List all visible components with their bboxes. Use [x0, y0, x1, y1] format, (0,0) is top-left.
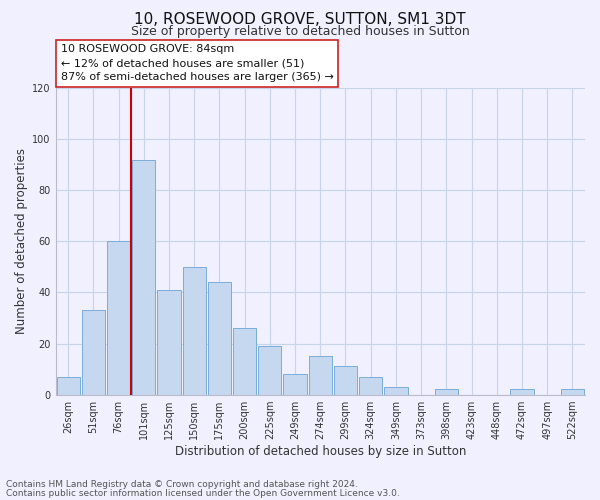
Bar — [359, 376, 382, 394]
Text: Contains HM Land Registry data © Crown copyright and database right 2024.: Contains HM Land Registry data © Crown c… — [6, 480, 358, 489]
Bar — [233, 328, 256, 394]
Bar — [385, 387, 407, 394]
Text: Size of property relative to detached houses in Sutton: Size of property relative to detached ho… — [131, 25, 469, 38]
Bar — [258, 346, 281, 395]
Bar — [334, 366, 357, 394]
Y-axis label: Number of detached properties: Number of detached properties — [15, 148, 28, 334]
Text: 10 ROSEWOOD GROVE: 84sqm
← 12% of detached houses are smaller (51)
87% of semi-d: 10 ROSEWOOD GROVE: 84sqm ← 12% of detach… — [61, 44, 334, 82]
Bar — [435, 390, 458, 394]
Bar — [132, 160, 155, 394]
Bar — [208, 282, 231, 395]
Bar — [182, 267, 206, 394]
Text: Contains public sector information licensed under the Open Government Licence v3: Contains public sector information licen… — [6, 488, 400, 498]
Text: 10, ROSEWOOD GROVE, SUTTON, SM1 3DT: 10, ROSEWOOD GROVE, SUTTON, SM1 3DT — [134, 12, 466, 28]
Bar — [82, 310, 105, 394]
Bar — [283, 374, 307, 394]
Bar — [308, 356, 332, 395]
Bar — [561, 390, 584, 394]
X-axis label: Distribution of detached houses by size in Sutton: Distribution of detached houses by size … — [175, 444, 466, 458]
Bar — [107, 242, 130, 394]
Bar — [511, 390, 533, 394]
Bar — [56, 376, 80, 394]
Bar — [157, 290, 181, 395]
